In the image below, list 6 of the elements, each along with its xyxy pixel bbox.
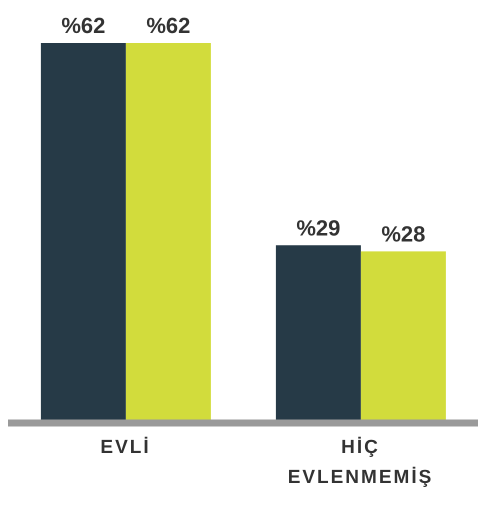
data-label: %62 xyxy=(61,13,106,38)
data-label: %29 xyxy=(296,215,340,240)
x-tick-label: HİÇ EVLENMEMİŞ xyxy=(288,436,434,488)
data-label: %62 xyxy=(146,13,190,38)
x-tick-label: EVLİ xyxy=(100,436,151,458)
data-label: %28 xyxy=(381,221,426,246)
